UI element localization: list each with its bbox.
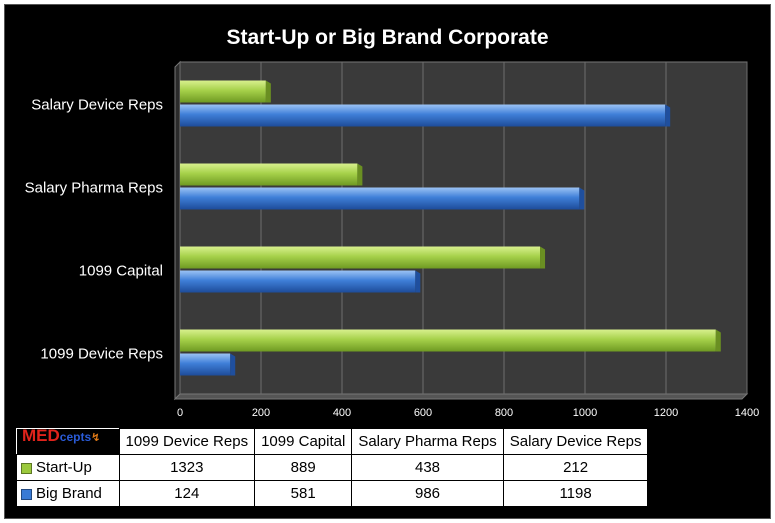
bar-end-cap xyxy=(415,270,421,293)
bar-end-cap xyxy=(230,353,236,376)
bar-end-cap xyxy=(357,163,363,186)
table-row-header: Big Brand xyxy=(16,480,120,507)
bars xyxy=(180,80,721,376)
chart-title: Start-Up or Big Brand Corporate xyxy=(226,26,549,49)
category-label: 1099 Device Reps xyxy=(40,346,163,363)
series-name: Big Brand xyxy=(36,485,102,502)
x-tick-label: 200 xyxy=(252,407,270,419)
bar-end-cap xyxy=(579,187,585,210)
table-cell: 1323 xyxy=(118,454,256,481)
table-cell: 581 xyxy=(254,480,353,507)
bar-end-cap xyxy=(265,80,271,103)
x-tick-label: 1200 xyxy=(654,407,678,419)
plot-floor xyxy=(173,393,749,400)
table-header-row: 1099 Device Reps 1099 Capital Salary Pharm… xyxy=(16,428,649,455)
table-column-header: Salary Device Reps xyxy=(502,428,649,455)
plot-side-wall xyxy=(174,60,181,401)
table-cell: 438 xyxy=(351,454,504,481)
table-cell: 212 xyxy=(502,454,649,481)
bar xyxy=(180,353,231,376)
x-tick-label: 800 xyxy=(495,407,513,419)
bar xyxy=(180,80,266,103)
legend-key-icon xyxy=(21,462,32,474)
table-column-header: Salary Pharma Reps xyxy=(351,428,504,455)
x-tick-label: 1400 xyxy=(735,407,759,419)
table-cell: 986 xyxy=(351,480,504,507)
logo-mark-icon: ↯ xyxy=(91,432,101,444)
bar-end-cap xyxy=(715,329,721,352)
table-row: Big Brand 124 581 986 1198 xyxy=(16,480,649,507)
category-labels: 1099 Device Reps 1099 Capital Salary Pharm… xyxy=(25,97,163,363)
category-label: Salary Pharma Reps xyxy=(25,180,163,197)
x-tick-labels: 0 200 400 600 800 1000 1200 1400 xyxy=(177,407,759,419)
x-tick-label: 600 xyxy=(414,407,432,419)
series-name: Start-Up xyxy=(36,459,92,476)
bar xyxy=(180,329,716,352)
bar-end-cap xyxy=(665,104,671,127)
bar xyxy=(180,187,580,210)
table-cell: 889 xyxy=(254,454,353,481)
bar xyxy=(180,163,358,186)
table-column-header: 1099 Device Reps xyxy=(118,428,256,455)
bar-end-cap xyxy=(540,246,546,269)
bar xyxy=(180,104,666,127)
table-corner xyxy=(16,428,119,455)
table-row-header: Start-Up xyxy=(16,454,120,481)
x-tick-label: 1000 xyxy=(573,407,597,419)
data-table: 1099 Device Reps 1099 Capital Salary Pharm… xyxy=(16,428,649,507)
table-body: Start-Up 1323 889 438 212 Big Brand 124 581 986 1… xyxy=(16,454,649,507)
x-tick-label: 400 xyxy=(333,407,351,419)
table-column-header: 1099 Capital xyxy=(254,428,353,455)
category-label: Salary Device Reps xyxy=(31,97,163,114)
table-cell: 1198 xyxy=(502,480,649,507)
medcepts-logo: MEDcepts↯ xyxy=(22,426,101,445)
legend-key-icon xyxy=(21,488,32,500)
x-tick-label: 0 xyxy=(177,407,183,419)
bar xyxy=(180,246,541,269)
table-row: Start-Up 1323 889 438 212 xyxy=(16,454,649,481)
table-cell: 124 xyxy=(118,480,256,507)
category-label: 1099 Capital xyxy=(79,263,163,280)
bar xyxy=(180,270,416,293)
